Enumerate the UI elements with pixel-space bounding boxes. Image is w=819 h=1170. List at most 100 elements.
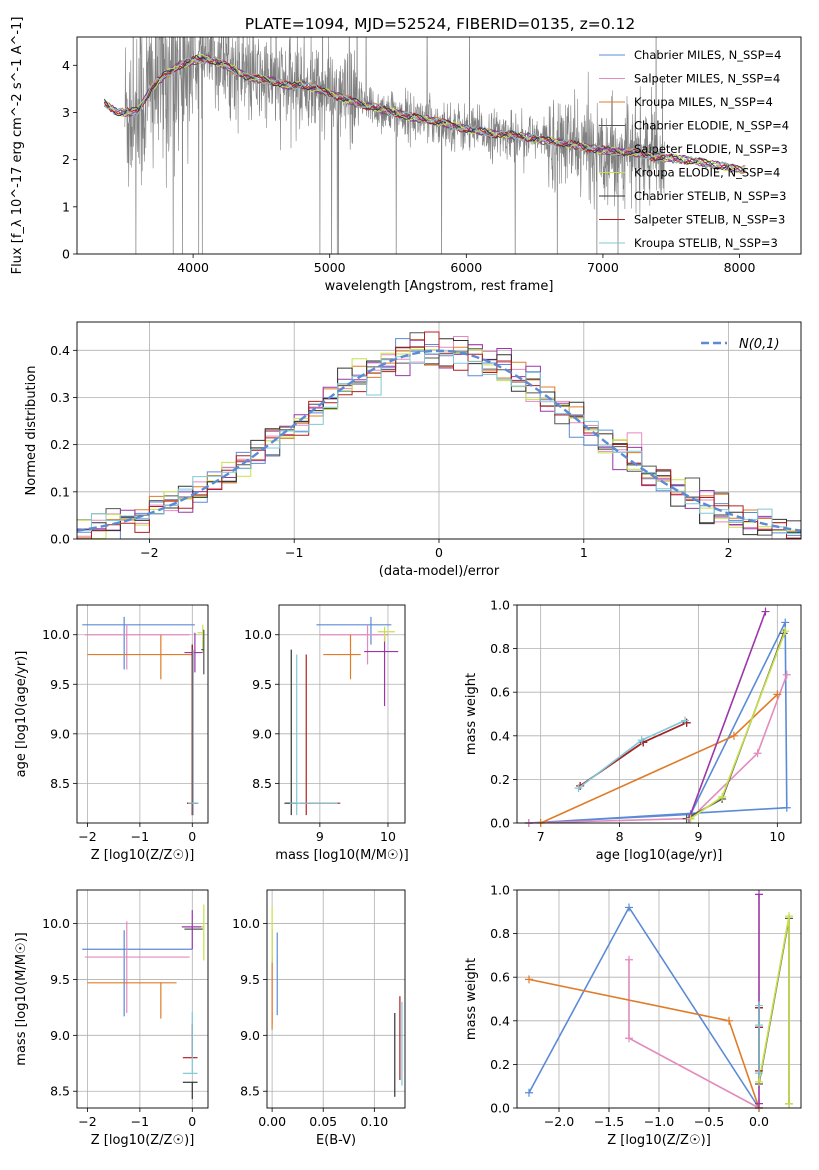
y-tick-label: 9.5: [50, 972, 70, 987]
x-tick-label: 8000: [724, 260, 756, 275]
legend-entry: Chabrier STELIB, N_SSP=3: [634, 189, 786, 203]
x-tick-label: 9: [316, 829, 324, 844]
x-tick-label: 7000: [587, 260, 619, 275]
y-tick-label: 9.0: [240, 1028, 260, 1043]
weight-marker: [755, 890, 763, 899]
model-fit-line: [103, 56, 746, 173]
axes-frame: [278, 604, 406, 824]
y-axis-label: mass [log10(M/M☉)]: [14, 932, 29, 1065]
y-tick-label: 9.5: [50, 677, 70, 692]
axes-frame: [76, 889, 209, 1109]
axes-frame: [76, 36, 802, 255]
x-tick-label: 10: [769, 829, 785, 844]
y-tick-label: 0.0: [50, 532, 70, 547]
y-tick-label: 0.4: [50, 343, 70, 358]
x-tick-label: −0.5: [694, 1114, 724, 1129]
x-axis-label: (data-model)/error: [379, 564, 500, 579]
weight-marker: [625, 1034, 633, 1043]
y-axis-label: mass weight: [464, 673, 479, 755]
weight-series-line: [528, 905, 760, 1109]
y-tick-label: 8.5: [240, 1084, 260, 1099]
y-tick-label: 9.0: [50, 1028, 70, 1043]
x-tick-label: 1: [580, 545, 588, 560]
y-axis-label: Normed distribution: [24, 366, 39, 496]
x-tick-label: 0.00: [258, 1114, 286, 1129]
y-tick-label: 0.8: [490, 926, 510, 941]
y-tick-label: 0: [62, 247, 70, 262]
x-tick-label: −1: [131, 829, 149, 844]
residual-histogram: [77, 351, 801, 534]
y-axis-label: Flux [f_λ 10^-17 erg cm^-2 s^-1 A^-1]: [10, 17, 25, 275]
weight-series-line: [628, 959, 760, 1109]
y-tick-label: 4: [62, 58, 70, 73]
axes-frame: [266, 889, 406, 1109]
weight-marker: [781, 618, 790, 627]
y-tick-label: 0.4: [490, 1013, 510, 1028]
mass-vs-metallicity-panel: −2 −1 0 8.5 9.0 9.5 10.0 Z [log10(Z/Z☉)] mass [l…: [14, 889, 209, 1148]
weight-marker: [761, 607, 770, 616]
y-tick-label: 1.0: [490, 598, 510, 613]
legend-entry: Kroupa STELIB, N_SSP=3: [634, 236, 778, 250]
weight-series-line: [758, 916, 790, 1104]
weight-series-line: [690, 630, 786, 820]
axes-frame: [516, 604, 802, 824]
x-axis-label: mass [log10(M/M☉)]: [275, 848, 408, 863]
weight-marker: [729, 731, 738, 740]
weight-marker: [785, 1099, 793, 1108]
x-tick-label: −1: [285, 545, 303, 560]
x-axis-label: Z [log10(Z/Z☉)]: [91, 848, 195, 863]
weight-marker: [718, 792, 727, 801]
legend-entry: N(0,1): [739, 337, 780, 352]
x-tick-label: −2: [78, 829, 96, 844]
y-tick-label: 0.2: [490, 1057, 510, 1072]
weight-vs-age-panel: 7 8 9 10 0.0 0.2 0.4 0.6 0.8 1.0 age [log10(age/yr…: [464, 598, 802, 863]
weight-marker: [755, 1099, 763, 1108]
x-tick-label: 6000: [450, 260, 482, 275]
y-tick-label: 0.2: [490, 772, 510, 787]
x-axis-label: E(B-V): [316, 1133, 356, 1148]
y-tick-label: 0.0: [490, 816, 510, 831]
y-tick-label: 1: [62, 199, 70, 214]
x-tick-label: 0.0: [749, 1114, 769, 1129]
weight-series-line: [540, 693, 778, 824]
weight-marker: [755, 1077, 763, 1086]
y-tick-label: 10.0: [244, 627, 272, 642]
x-tick-label: 0.05: [309, 1114, 337, 1129]
weight-marker: [686, 814, 695, 823]
x-tick-label: 8: [616, 829, 624, 844]
weight-marker: [785, 912, 793, 921]
y-tick-label: 0.6: [490, 970, 510, 985]
weight-marker: [782, 803, 791, 812]
weight-marker: [755, 1001, 763, 1010]
axes-frame: [76, 321, 802, 540]
x-tick-label: 0: [188, 829, 196, 844]
x-tick-label: 2: [725, 545, 733, 560]
y-tick-label: 9.0: [252, 726, 272, 741]
weight-marker: [725, 1016, 733, 1025]
y-tick-label: 9.0: [50, 726, 70, 741]
x-axis-label: Z [log10(Z/Z☉)]: [607, 1133, 711, 1148]
age-vs-mass-panel: 9 10 8.5 9.0 9.5 10.0 mass [log10(M/M☉)]: [244, 604, 409, 863]
y-tick-label: 0.6: [490, 685, 510, 700]
legend-entry: Kroupa MILES, N_SSP=4: [634, 95, 773, 109]
legend-entry: Salpeter STELIB, N_SSP=3: [634, 213, 785, 227]
x-tick-label: 5000: [314, 260, 346, 275]
legend-entry: Kroupa ELODIE, N_SSP=4: [634, 166, 780, 180]
y-tick-label: 0.4: [490, 728, 510, 743]
y-tick-label: 10.0: [42, 916, 70, 931]
y-tick-label: 3: [62, 105, 70, 120]
y-axis-label: age [log10(age/yr)]: [14, 651, 29, 778]
weight-series-line: [758, 918, 790, 1104]
x-axis-label: age [log10(age/yr)]: [596, 848, 723, 863]
weight-marker: [625, 955, 633, 964]
y-tick-label: 8.5: [252, 776, 272, 791]
y-tick-label: 2: [62, 152, 70, 167]
legend-entry: Chabrier MILES, N_SSP=4: [634, 48, 781, 62]
x-tick-label: −2.0: [544, 1114, 574, 1129]
x-tick-label: 4000: [177, 260, 209, 275]
axes-frame: [516, 889, 802, 1109]
x-tick-label: 7: [537, 829, 545, 844]
y-tick-label: 0.0: [490, 1101, 510, 1116]
legend-entry: Salpeter ELODIE, N_SSP=3: [634, 142, 788, 156]
